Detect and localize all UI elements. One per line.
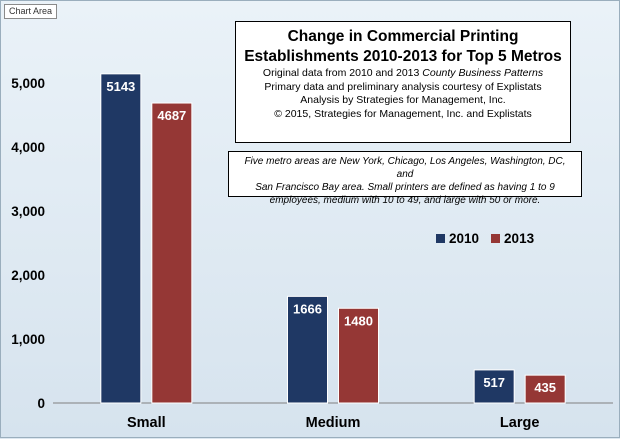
data-label: 5143 <box>106 79 135 94</box>
legend-label-2013: 2013 <box>504 230 535 246</box>
bar-medium-2010 <box>287 295 328 404</box>
chart-title-line1: Change in Commercial Printing <box>287 28 519 45</box>
bar-small-2010 <box>100 73 142 404</box>
legend-item-2013: 2013 <box>491 231 534 246</box>
x-category-label: Large <box>500 415 540 431</box>
note-line2: San Francisco Bay area. Small printers a… <box>255 182 555 193</box>
y-tick-label: 5,000 <box>11 76 45 91</box>
legend-item-2010: 2010 <box>436 231 479 246</box>
note-line1: Five metro areas are New York, Chicago, … <box>244 156 566 180</box>
source-prefix: Original data from 2010 and 2013 <box>262 67 420 79</box>
chart-title-line2: Establishments 2010-2013 for Top 5 Metro… <box>244 48 562 65</box>
credit-line-data: Primary data and preliminary analysis co… <box>264 80 542 93</box>
bar-small-2013 <box>151 102 193 404</box>
bar-large-2010 <box>473 369 515 404</box>
legend-label-2010: 2010 <box>449 230 480 246</box>
source-publication: County Business Patterns <box>422 67 544 79</box>
y-tick-label: 2,000 <box>11 268 45 283</box>
x-category-label: Small <box>127 415 166 431</box>
bar-medium-2013 <box>338 307 379 404</box>
title-box: Change in Commercial Printing Establishm… <box>235 21 571 143</box>
x-category-label: Medium <box>306 415 361 431</box>
data-label: 1666 <box>293 301 322 316</box>
legend: 2010 2013 <box>436 229 546 247</box>
y-tick-label: 3,000 <box>11 204 45 219</box>
data-label: 4687 <box>157 108 186 123</box>
y-tick-label: 0 <box>37 396 45 411</box>
y-tick-label: 1,000 <box>11 332 45 347</box>
bar-large-2013 <box>524 374 566 404</box>
note-line3: employees, medium with 10 to 49, and lar… <box>269 195 541 206</box>
legend-swatch-2010 <box>436 233 445 243</box>
legend-swatch-2013 <box>491 233 501 243</box>
credit-line-analysis: Analysis by Strategies for Management, I… <box>300 94 506 106</box>
note-box: Five metro areas are New York, Chicago, … <box>228 151 582 206</box>
copyright-line: © 2015, Strategies for Management, Inc. … <box>274 107 532 120</box>
data-label: 435 <box>534 380 556 395</box>
chart-area-tag: Chart Area <box>4 4 58 19</box>
data-label: 517 <box>483 375 505 390</box>
y-tick-label: 4,000 <box>11 140 45 155</box>
source-line: Original data from 2010 and 2013 County … <box>236 67 570 81</box>
data-label: 1480 <box>344 313 373 328</box>
